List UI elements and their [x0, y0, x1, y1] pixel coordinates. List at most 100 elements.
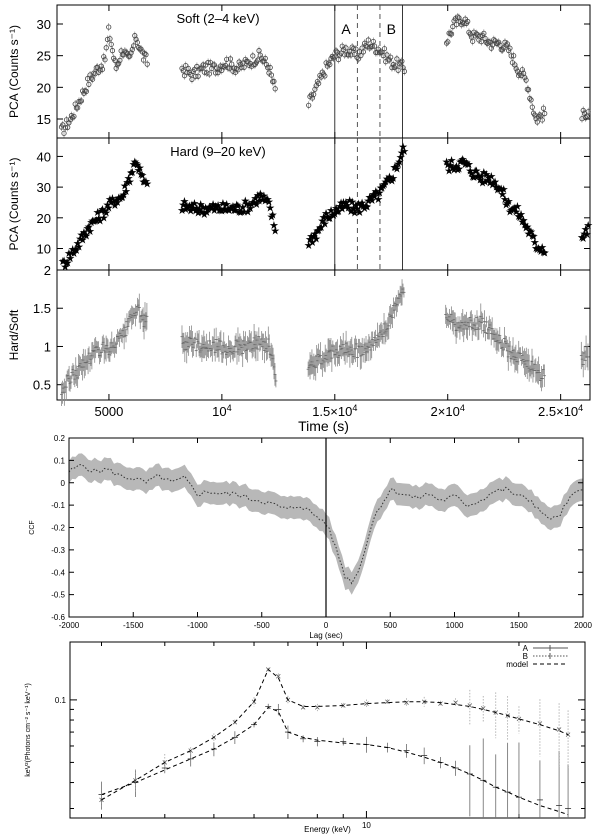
ytick-label-hard: 10: [37, 242, 51, 257]
hard-point: ★: [188, 202, 198, 214]
hard-point: ★: [222, 199, 232, 211]
soft-point: [311, 91, 317, 97]
soft-point: [399, 58, 405, 64]
hard-point: ★: [356, 200, 366, 212]
hard-point: ★: [387, 175, 397, 187]
ytick-label-ccf: -0.1: [51, 501, 65, 510]
xtick-label-time: 1.5×104: [312, 403, 357, 419]
soft-point: [327, 61, 333, 68]
hard-point: ★: [142, 179, 152, 191]
hard-point: ★: [264, 196, 274, 208]
hard-point: ★: [258, 195, 268, 207]
hard-point: ★: [481, 169, 491, 181]
hard-point: ★: [506, 205, 516, 217]
hard-point: ★: [71, 245, 81, 257]
hard-point: ★: [373, 194, 383, 206]
hard-point: ★: [527, 230, 537, 242]
soft-point: [316, 80, 322, 86]
hard-point: ★: [581, 224, 591, 236]
soft-point: [580, 107, 586, 114]
hard-point: ★: [509, 203, 519, 215]
soft-point: [144, 61, 150, 67]
hard-point: ★: [450, 162, 460, 174]
soft-point: [70, 115, 76, 121]
xtick-label-ccf: -2000: [59, 621, 80, 630]
soft-point: [133, 36, 139, 42]
hard-point: ★: [488, 180, 498, 192]
hard-point: ★: [326, 205, 336, 217]
hard-point: ★: [99, 213, 109, 225]
hard-point: ★: [233, 200, 243, 212]
soft-point: [189, 76, 195, 83]
hard-point: ★: [183, 202, 193, 214]
hard-point: ★: [469, 172, 479, 184]
soft-point: [343, 45, 349, 51]
hard-point: ★: [136, 169, 146, 181]
hard-point: ★: [193, 208, 203, 220]
hard-point: ★: [470, 165, 480, 177]
hard-point: ★: [203, 204, 213, 216]
hard-point: ★: [510, 202, 520, 214]
hard-point: ★: [305, 234, 315, 246]
soft-point: [75, 105, 81, 111]
hard-point: ★: [580, 228, 590, 240]
hard-point: ★: [380, 179, 390, 191]
soft-point: [391, 64, 398, 70]
ytick-label-ccf: -0.2: [51, 524, 65, 533]
hard-point: ★: [453, 164, 463, 176]
hard-point: ★: [311, 234, 321, 246]
spectrum-B-point: [276, 673, 281, 679]
hard-point: ★: [398, 142, 408, 154]
hard-point: ★: [177, 205, 187, 217]
hard-point: ★: [104, 202, 114, 214]
hard-point: ★: [522, 221, 532, 233]
xtick-label-ccf: 0: [324, 621, 329, 630]
soft-point: [134, 39, 140, 46]
hard-point: ★: [321, 208, 331, 220]
hard-point: ★: [85, 226, 95, 238]
spectrum-B-point: [364, 701, 369, 706]
soft-point: [99, 66, 106, 72]
hard-point: ★: [375, 187, 385, 199]
hard-point: ★: [91, 215, 101, 227]
soft-point: [525, 87, 532, 93]
hard-point: ★: [473, 171, 483, 183]
soft-point: [537, 112, 543, 118]
soft-point: [224, 56, 230, 62]
hard-point: ★: [517, 216, 527, 228]
hard-point: ★: [230, 205, 240, 217]
hard-point: ★: [376, 182, 386, 194]
hard-point: ★: [370, 191, 380, 203]
hard-point: ★: [81, 230, 91, 242]
xtick-label-ccf: -1000: [187, 621, 208, 630]
soft-point: [241, 64, 247, 70]
hard-point: ★: [227, 203, 237, 215]
soft-point: [507, 45, 513, 51]
soft-point: [365, 37, 371, 43]
hard-point: ★: [111, 195, 121, 207]
hard-point: ★: [489, 177, 499, 189]
soft-point: [71, 113, 77, 120]
soft-point: [113, 65, 119, 71]
hard-point: ★: [360, 203, 370, 215]
soft-point: [234, 66, 240, 72]
soft-point: [393, 63, 399, 69]
hard-point: ★: [341, 197, 351, 209]
hard-point: ★: [516, 209, 526, 221]
hard-point: ★: [512, 201, 522, 213]
soft-point: [488, 45, 494, 51]
ylabel-ccf: CCF: [29, 520, 36, 534]
hard-point: ★: [399, 146, 409, 158]
soft-point: [206, 71, 212, 77]
hard-point: ★: [213, 200, 223, 212]
hard-point: ★: [262, 194, 272, 206]
ytick-label-ratio: 1.5: [33, 301, 51, 316]
hard-point: ★: [267, 212, 277, 224]
hard-point: ★: [335, 201, 345, 213]
legend-label-A: A: [523, 644, 529, 653]
hard-point: ★: [334, 206, 344, 218]
hard-point: ★: [217, 206, 227, 218]
hard-point: ★: [459, 156, 469, 168]
hard-point: ★: [350, 207, 360, 219]
hard-point: ★: [237, 206, 247, 218]
